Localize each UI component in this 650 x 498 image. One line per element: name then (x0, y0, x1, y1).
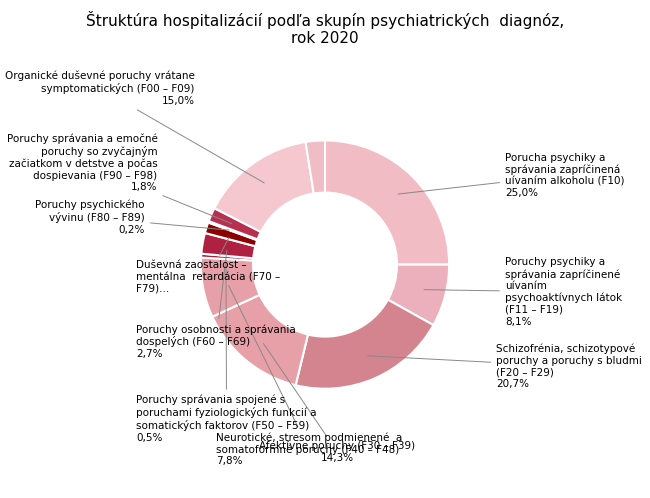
Wedge shape (296, 300, 434, 389)
Text: Poruchy správania spojené s
poruchami fyziologických funkcií a
somatických fakto: Poruchy správania spojené s poruchami fy… (136, 260, 317, 443)
Wedge shape (213, 295, 308, 385)
Title: Štruktúra hospitalizácií podľa skupín psychiatrických  diagnóz,
rok 2020: Štruktúra hospitalizácií podľa skupín ps… (86, 10, 564, 46)
Wedge shape (214, 142, 314, 232)
Wedge shape (325, 140, 449, 264)
Text: Porucha psychiky a
správania zapríčinená
uívaním alkoholu (F10)
25,0%: Porucha psychiky a správania zapríčinená… (398, 152, 625, 198)
Text: Duševná zaostalost –
mentálna  retardácia (F70 –
F79)...: Duševná zaostalost – mentálna retardácia… (136, 238, 281, 294)
Text: Poruchy psychiky a
správania zapríčinené
uívaním
psychoaktívnych látok
(F11 – F1: Poruchy psychiky a správania zapríčinené… (424, 257, 622, 327)
Wedge shape (209, 208, 261, 240)
Text: Neurotické, stresom podmienené  a
somatoformné poruchy (F40 – F48)
7,8%: Neurotické, stresom podmienené a somatof… (216, 286, 402, 467)
Text: Schizofrénia, schizotypové
poruchy a poruchy s bludmi
(F20 – F29)
20,7%: Schizofrénia, schizotypové poruchy a por… (367, 344, 642, 389)
Text: Poruchy osobnosti a správania
dospelých (F60 – F69)
2,7%: Poruchy osobnosti a správania dospelých … (136, 250, 296, 359)
Wedge shape (201, 257, 259, 317)
Wedge shape (201, 253, 254, 260)
Wedge shape (205, 223, 257, 246)
Wedge shape (306, 140, 325, 194)
Wedge shape (208, 221, 257, 240)
Wedge shape (202, 233, 255, 258)
Text: Poruchy správania a emočné
poruchy so zvyčajným
začiatkom v detstve a počas
dosp: Poruchy správania a emočné poruchy so zv… (6, 133, 231, 224)
Wedge shape (388, 264, 449, 325)
Text: Organické duševné poruchy vrátane
symptomatických (F00 – F09)
15,0%: Organické duševné poruchy vrátane sympto… (5, 71, 264, 183)
Text: Afektívne poruchy (F30 – F39)
14,3%: Afektívne poruchy (F30 – F39) 14,3% (259, 344, 415, 463)
Text: Poruchy psychického
vývinu (F80 – F89)
0,2%: Poruchy psychického vývinu (F80 – F89) 0… (36, 200, 229, 235)
